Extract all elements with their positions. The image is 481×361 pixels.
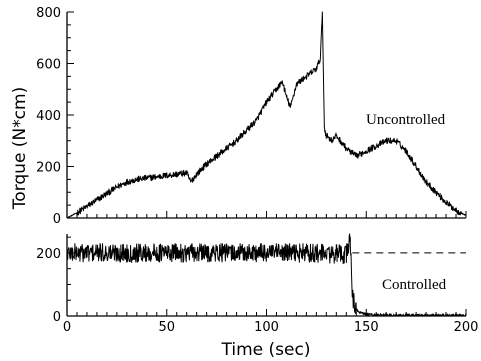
y-tick-label: 400 [36,109,61,124]
x-tick-label: 150 [354,320,379,335]
top-panel-annotation: Uncontrolled [366,112,446,128]
series-line [66,11,467,219]
y-tick-label: 200 [36,161,61,176]
bottom-panel-x-tick-labels: 0 50 100 150 200 [63,320,479,335]
series-line [66,233,467,317]
x-tick-label: 100 [254,320,279,335]
top-panel: 0 200 400 600 800 Uncontrolled [36,6,467,227]
x-axis-title: Time (sec) [221,340,311,360]
bottom-panel-annotation: Controlled [382,277,447,293]
x-tick-label: 50 [158,320,175,335]
y-tick-label: 0 [53,212,61,227]
y-tick-label: 600 [36,58,61,73]
top-panel-ticks [66,11,467,219]
bottom-panel: 0 200 0 50 100 150 200 Controlled [36,233,479,335]
bottom-panel-series [66,233,467,317]
top-panel-y-tick-labels: 0 200 400 600 800 [36,6,61,227]
x-tick-label: 0 [63,320,71,335]
bottom-panel-y-tick-labels: 0 200 [36,247,61,325]
y-tick-label: 0 [53,310,61,325]
top-panel-series [66,11,467,219]
x-tick-label: 200 [454,320,479,335]
y-axis-title: Torque (N*cm) [10,87,30,210]
y-tick-label: 800 [36,6,61,21]
y-tick-label: 200 [36,247,61,262]
